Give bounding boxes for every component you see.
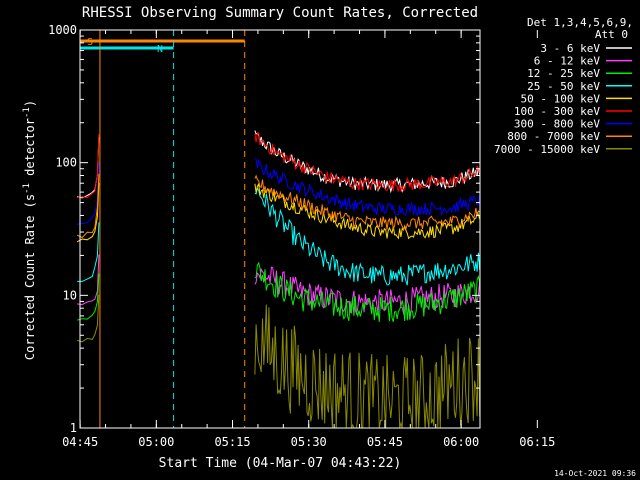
- x-tick-label-1: 05:00: [138, 435, 174, 449]
- x-tick-label-3: 05:30: [291, 435, 327, 449]
- legend-label-8: 7000 - 15000 keV: [494, 143, 600, 156]
- series-post-0: [254, 130, 481, 194]
- y-tick-label-3: 1000: [48, 23, 77, 37]
- x-tick-label-0: 04:45: [62, 435, 98, 449]
- legend-label-4: 50 - 100 keV: [521, 92, 601, 105]
- series-post-6: [254, 158, 481, 217]
- x-tick-label-4: 05:45: [367, 435, 403, 449]
- legend-label-2: 12 - 25 keV: [527, 67, 600, 80]
- series-pre-2: [76, 273, 100, 321]
- series-post-2: [254, 261, 481, 322]
- series-pre-8: [76, 294, 100, 343]
- series-pre-3: [77, 222, 100, 282]
- x-axis-label: Start Time (04-Mar-07 04:43:22): [159, 456, 402, 471]
- series-post-3: [254, 186, 481, 286]
- x-tick-label-5: 06:00: [443, 435, 479, 449]
- legend-label-3: 25 - 50 keV: [527, 80, 600, 93]
- series-post-8: [254, 304, 481, 429]
- series-pre-4: [76, 182, 100, 243]
- y-axis-label-sup2: -1: [22, 107, 32, 118]
- legend-label-6: 300 - 800 keV: [514, 118, 600, 131]
- observing-flags: SN: [80, 37, 245, 55]
- legend-label-7: 800 - 7000 keV: [507, 130, 600, 143]
- y-tick-label-1: 10: [63, 288, 77, 302]
- x-tick-label-6: 06:15: [519, 435, 555, 449]
- x-tick-label-2: 05:15: [214, 435, 250, 449]
- legend-label-0: 3 - 6 keV: [540, 42, 600, 55]
- series-layer: [76, 130, 481, 429]
- y-axis-label: Corrected Count Rate (s-1 detector-1): [22, 100, 37, 360]
- footer-date: 14-Oct-2021 09:36: [554, 469, 636, 478]
- y-axis: 1 10 100 1000: [48, 23, 480, 435]
- plot-frame: [79, 29, 481, 429]
- chart-title: RHESSI Observing Summary Count Rates, Co…: [82, 5, 478, 21]
- series-post-7: [254, 174, 480, 232]
- series-pre-1: [77, 254, 100, 306]
- series-post-5: [254, 132, 481, 193]
- flag-label-1: N: [157, 44, 163, 55]
- flag-label-0: S: [87, 37, 93, 48]
- legend-header-line-1: Det 1,3,4,5,6,9,: [527, 16, 633, 29]
- legend-label-1: 6 - 12 keV: [534, 55, 601, 68]
- y-axis-label-main: Corrected Count Rate (s: [23, 194, 37, 360]
- series-post-1: [254, 266, 481, 316]
- legend-label-5: 100 - 300 keV: [514, 105, 600, 118]
- series-pre-7: [76, 173, 100, 239]
- x-axis: 04:45 05:00 05:15 05:30 05:45 06:00 06:15: [62, 30, 555, 449]
- y-tick-label-2: 100: [55, 156, 77, 170]
- y-axis-label-sup1: -1: [22, 183, 32, 194]
- legend-header-line-2: Att 0: [595, 28, 628, 41]
- y-tick-label-0: 1: [70, 421, 77, 435]
- y-axis-label-end: ): [23, 100, 37, 107]
- series-pre-5: [77, 133, 100, 199]
- y-axis-label-mid: detector: [23, 118, 37, 183]
